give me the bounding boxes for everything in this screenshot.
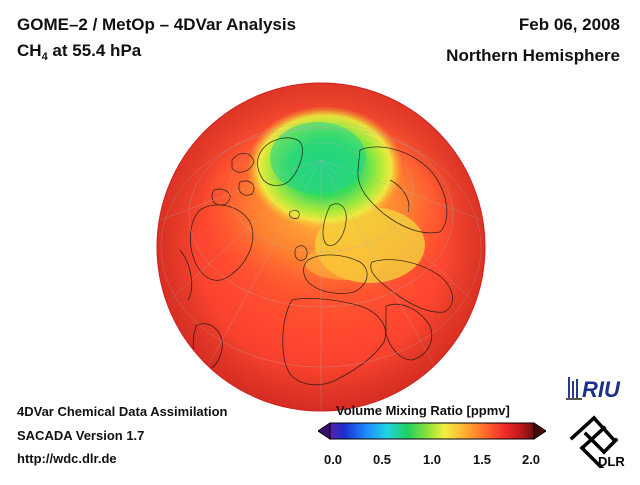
species-name: CH xyxy=(17,41,42,60)
colorbar-tick: 0.5 xyxy=(372,452,392,467)
colorbar-gradient xyxy=(329,422,535,440)
footer-version: SACADA Version 1.7 xyxy=(17,428,145,443)
globe-outline xyxy=(156,82,486,412)
region-label: Northern Hemisphere xyxy=(446,46,620,65)
colorbar xyxy=(318,422,546,440)
map-title: GOME–2 / MetOp – 4DVar Analysis xyxy=(17,15,297,34)
colorbar-tick: 0.0 xyxy=(323,452,343,467)
dlr-logo-text: DLR xyxy=(598,454,625,468)
riu-logo: RIU xyxy=(564,373,630,408)
analysis-date: Feb 06, 2008 xyxy=(518,15,620,34)
dlr-logo: DLR xyxy=(564,412,630,473)
colorbar-title: Volume Mixing Ratio [ppmv] xyxy=(336,403,510,418)
footer-url[interactable]: http://wdc.dlr.de xyxy=(17,451,117,466)
footer-assimilation: 4DVar Chemical Data Assimilation xyxy=(17,404,228,419)
colorbar-tick: 1.5 xyxy=(472,452,492,467)
colorbar-min-arrow xyxy=(318,422,331,440)
pressure-level: at 55.4 hPa xyxy=(47,41,142,60)
colorbar-tick: 2.0 xyxy=(521,452,541,467)
species-subscript: 4 xyxy=(41,51,48,63)
concentration-field xyxy=(157,83,485,411)
colorbar-max-arrow xyxy=(533,422,546,440)
map-subtitle: CH4 at 55.4 hPa xyxy=(17,41,141,63)
colorbar-tick: 1.0 xyxy=(422,452,442,467)
riu-logo-text: RIU xyxy=(582,377,621,402)
